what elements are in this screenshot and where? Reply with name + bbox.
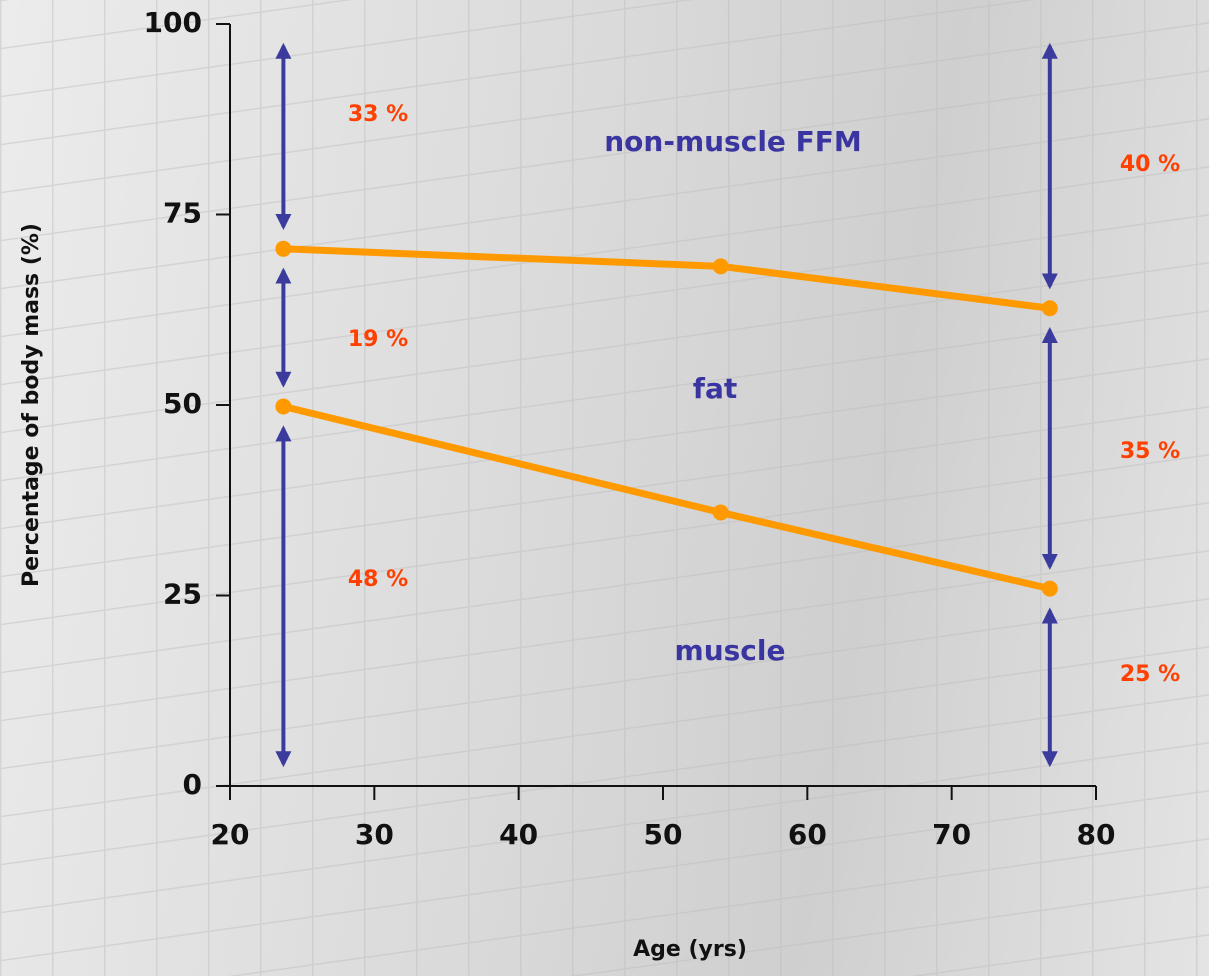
y-tick-label: 100 (144, 6, 202, 39)
point (275, 241, 291, 257)
x-tick-label: 70 (932, 818, 971, 851)
point (1042, 581, 1058, 597)
percent-label: 48 % (348, 567, 408, 592)
x-tick-label: 30 (355, 818, 394, 851)
percent-label: 40 % (1120, 152, 1180, 177)
x-tick-label: 60 (788, 818, 827, 851)
region-label: muscle (675, 634, 786, 667)
chart: Age (yrs) Percentage of body mass (%) no… (0, 0, 1209, 976)
percent-label: 19 % (348, 327, 408, 352)
percent-label: 25 % (1120, 662, 1180, 687)
point (713, 504, 729, 520)
x-tick-label: 50 (644, 818, 683, 851)
percent-label: 33 % (348, 102, 408, 127)
y-axis-title: Percentage of body mass (%) (19, 223, 44, 587)
y-tick-label: 50 (163, 387, 202, 420)
point (275, 399, 291, 415)
page: {"chart_data": {"type": "line", "x_label… (0, 0, 1209, 976)
region-label: non-muscle FFM (604, 125, 862, 158)
x-tick-label: 20 (211, 818, 250, 851)
y-tick-label: 25 (163, 578, 202, 611)
x-tick-label: 80 (1077, 818, 1116, 851)
point (1042, 300, 1058, 316)
y-tick-label: 75 (163, 197, 202, 230)
percent-label: 35 % (1120, 439, 1180, 464)
x-axis-title: Age (yrs) (633, 937, 747, 962)
y-tick-label: 0 (183, 768, 202, 801)
x-tick-label: 40 (499, 818, 538, 851)
region-label: fat (693, 372, 737, 405)
point (713, 258, 729, 274)
